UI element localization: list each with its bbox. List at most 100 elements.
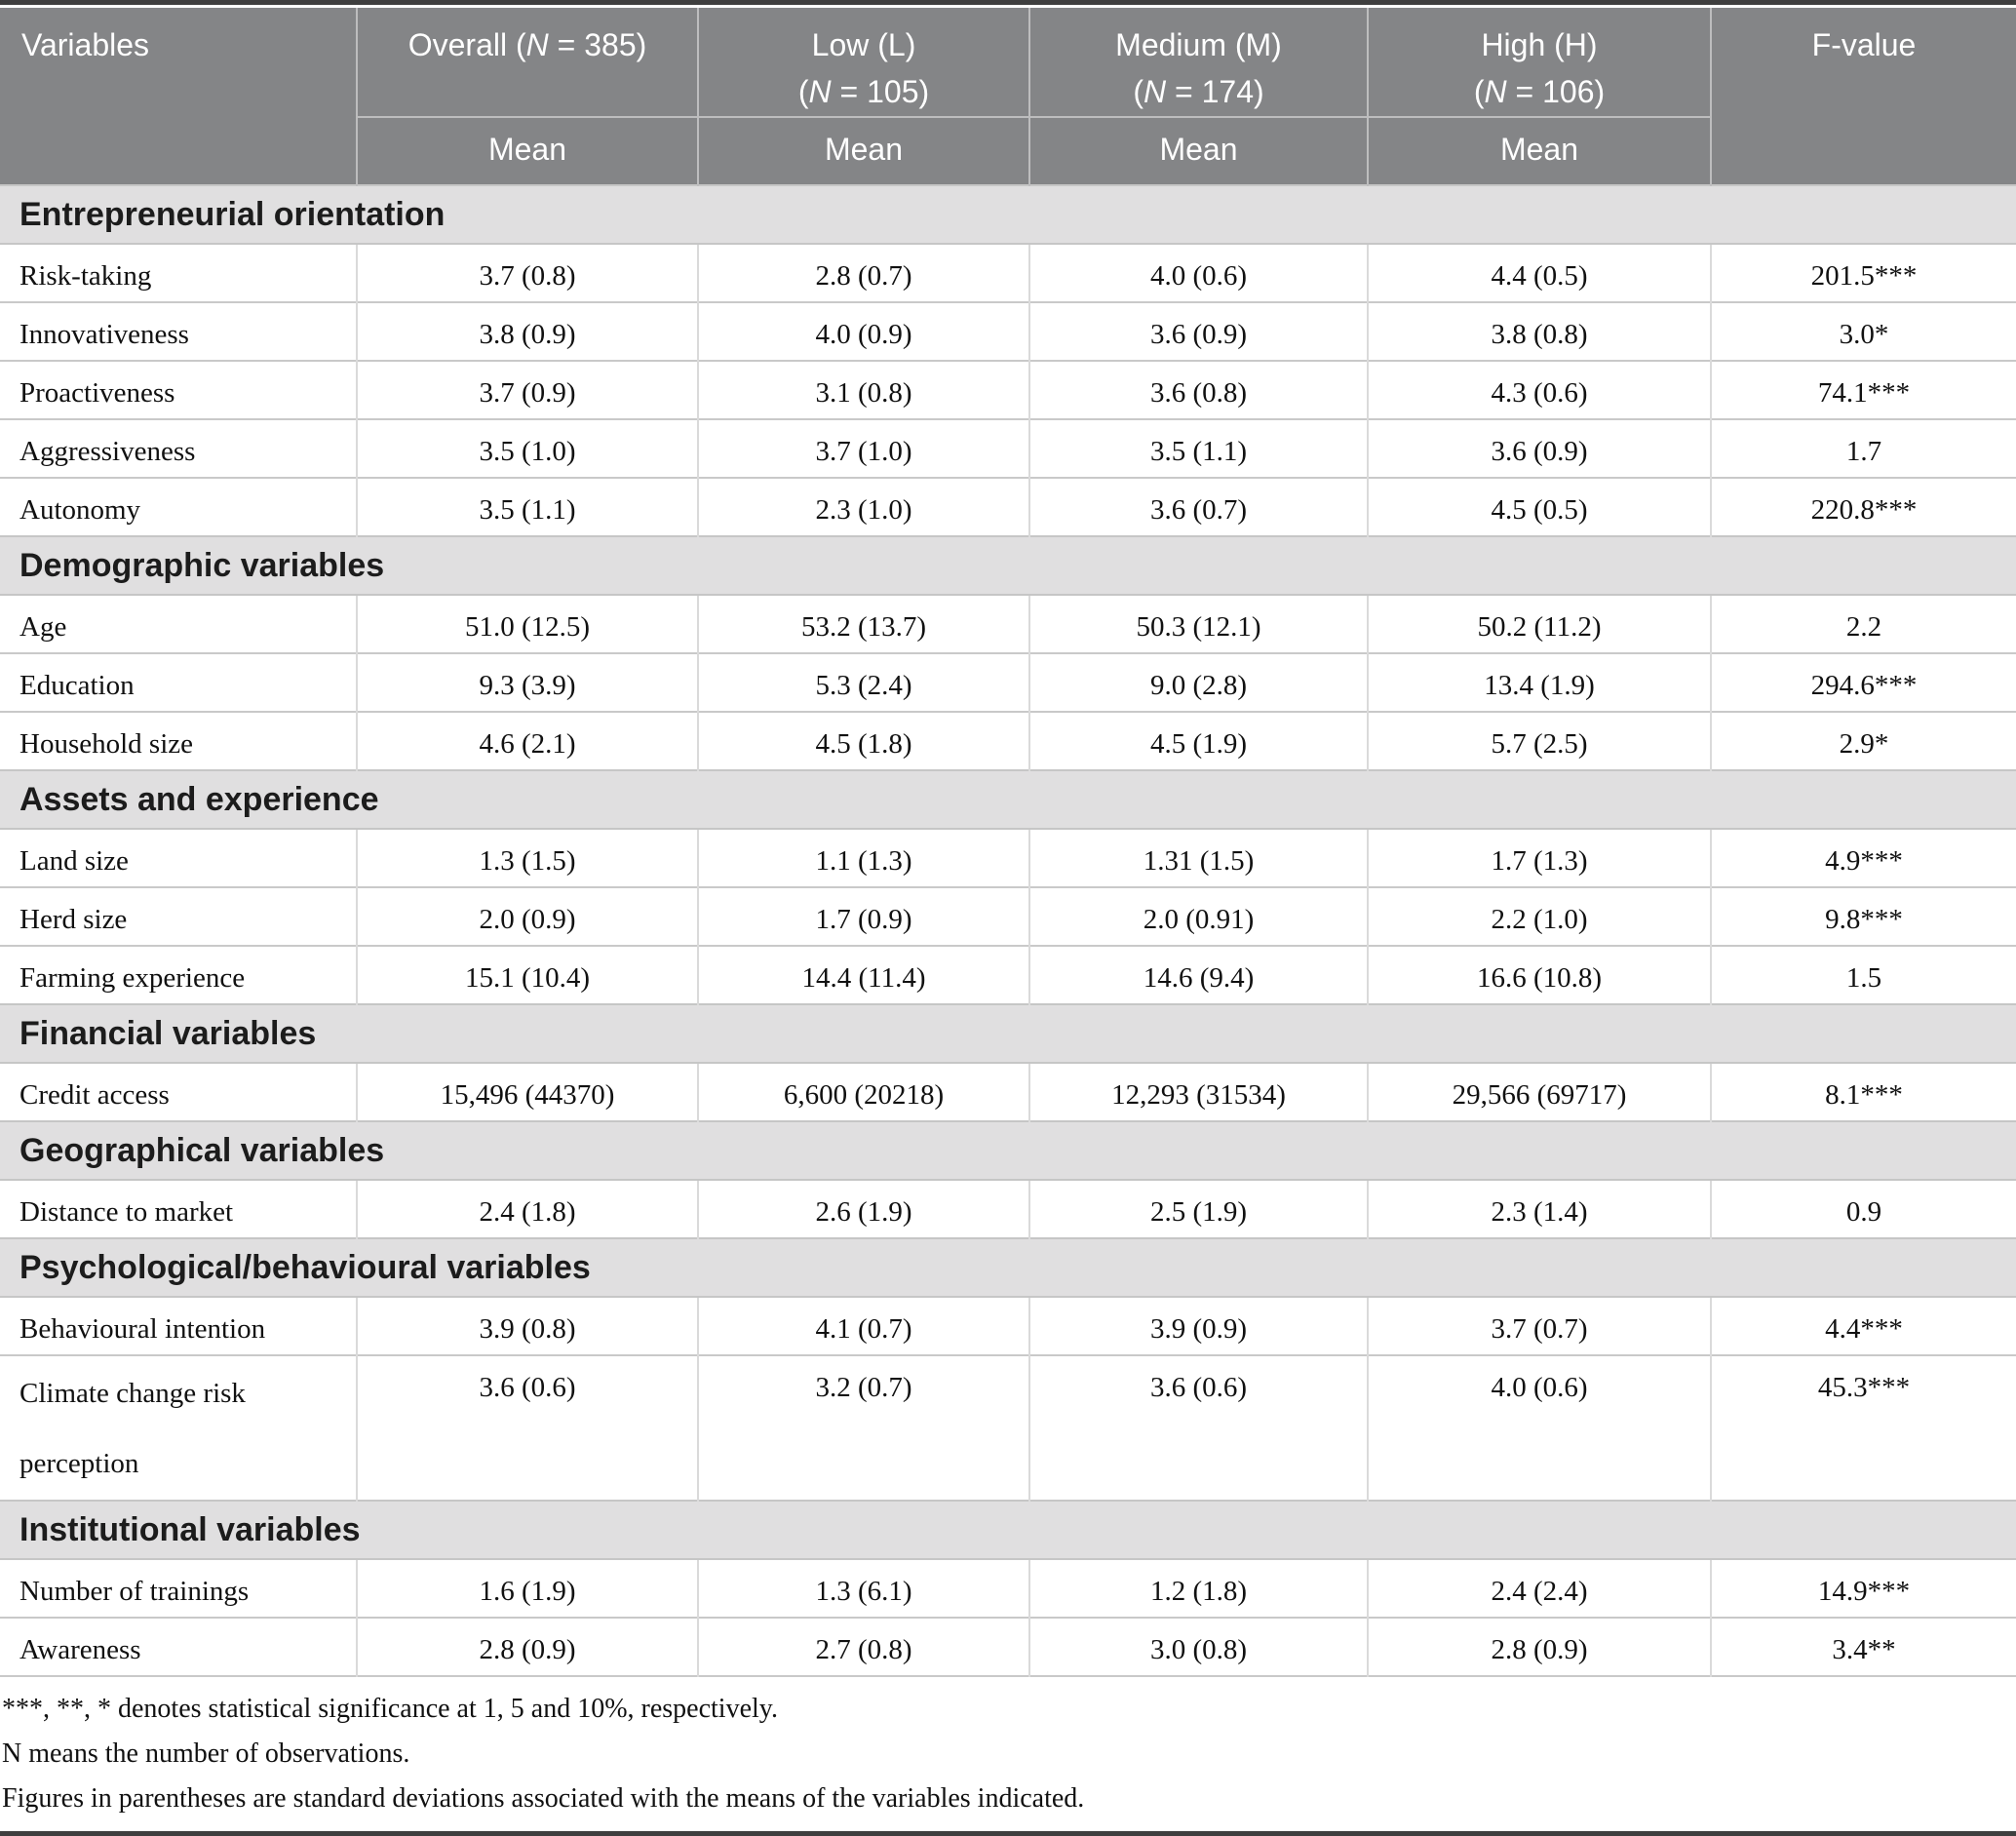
value-high: 4.4 (0.5) — [1367, 243, 1711, 302]
group-header-low: Low (L) (N = 105) — [697, 8, 1029, 117]
value-f: 0.9 — [1710, 1179, 2016, 1238]
n-suffix: = 105) — [831, 74, 930, 109]
group-n-count: (N = 174) — [1031, 68, 1366, 115]
variable-label: Household size — [0, 711, 357, 770]
value-high: 3.6 (0.9) — [1367, 418, 1711, 478]
group-n-count: (N = 105) — [700, 68, 1027, 115]
value-high: 4.5 (0.5) — [1367, 477, 1711, 536]
value-f: 45.3*** — [1710, 1354, 2016, 1501]
group-n-count: Overall (N = 385) — [359, 21, 696, 68]
n-symbol: N — [808, 74, 832, 109]
table-row: Age 51.0 (12.5) 53.2 (13.7) 50.3 (12.1) 50.2… — [0, 594, 2016, 653]
value-medium: 2.5 (1.9) — [1028, 1179, 1368, 1238]
mean-subheader-overall: Mean — [356, 116, 698, 185]
section-header: Financial variables — [0, 1003, 2016, 1064]
value-f: 294.6*** — [1710, 652, 2016, 712]
value-medium: 1.31 (1.5) — [1028, 828, 1368, 887]
variable-label: Risk-taking — [0, 243, 357, 302]
variable-label: Education — [0, 652, 357, 712]
value-medium: 3.6 (0.9) — [1028, 301, 1368, 361]
value-low: 14.4 (11.4) — [697, 945, 1029, 1004]
value-f: 220.8*** — [1710, 477, 2016, 536]
section-band-row: Geographical variables — [0, 1120, 2016, 1181]
value-low: 3.7 (1.0) — [697, 418, 1029, 478]
value-overall: 3.5 (1.0) — [356, 418, 698, 478]
value-high: 3.7 (0.7) — [1367, 1296, 1711, 1355]
value-overall: 2.0 (0.9) — [356, 886, 698, 946]
value-medium: 3.0 (0.8) — [1028, 1617, 1368, 1676]
section-band-row: Demographic variables — [0, 535, 2016, 596]
value-f: 4.4*** — [1710, 1296, 2016, 1355]
value-low: 3.1 (0.8) — [697, 360, 1029, 419]
group-title: High (H) — [1481, 27, 1598, 62]
value-f: 201.5*** — [1710, 243, 2016, 302]
value-overall: 3.8 (0.9) — [356, 301, 698, 361]
variable-label: Credit access — [0, 1062, 357, 1121]
value-overall: 1.3 (1.5) — [356, 828, 698, 887]
table-row: Innovativeness 3.8 (0.9) 4.0 (0.9) 3.6 (0.9… — [0, 301, 2016, 361]
table-row: Risk-taking 3.7 (0.8) 2.8 (0.7) 4.0 (0.6) 4.… — [0, 243, 2016, 302]
section-header: Assets and experience — [0, 769, 2016, 830]
value-overall: 15,496 (44370) — [356, 1062, 698, 1121]
group-title: Medium (M) — [1115, 27, 1282, 62]
value-overall: 4.6 (2.1) — [356, 711, 698, 770]
footnote-line: ***, **, * denotes statistical significa… — [2, 1694, 778, 1724]
figure-top-rule — [0, 0, 2016, 5]
value-overall: 51.0 (12.5) — [356, 594, 698, 653]
value-overall: 2.8 (0.9) — [356, 1617, 698, 1676]
n-symbol: N — [525, 27, 549, 62]
group-header-medium: Medium (M) (N = 174) — [1028, 8, 1368, 117]
footnote-line: N means the number of observations. — [2, 1738, 410, 1769]
variable-label: Aggressiveness — [0, 418, 357, 478]
section-header: Psychological/behavioural variables — [0, 1237, 2016, 1298]
value-overall: 9.3 (3.9) — [356, 652, 698, 712]
value-low: 1.7 (0.9) — [697, 886, 1029, 946]
value-f: 2.2 — [1710, 594, 2016, 653]
value-low: 3.2 (0.7) — [697, 1354, 1029, 1501]
table-row: Climate change risk perception 3.6 (0.6) 3… — [0, 1354, 2016, 1501]
value-medium: 3.6 (0.6) — [1028, 1354, 1368, 1501]
value-overall: 2.4 (1.8) — [356, 1179, 698, 1238]
value-low: 4.1 (0.7) — [697, 1296, 1029, 1355]
value-f: 74.1*** — [1710, 360, 2016, 419]
value-medium: 14.6 (9.4) — [1028, 945, 1368, 1004]
group-header-high: High (H) (N = 106) — [1367, 8, 1711, 117]
value-medium: 3.6 (0.7) — [1028, 477, 1368, 536]
value-high: 2.8 (0.9) — [1367, 1617, 1711, 1676]
n-suffix: = 385) — [548, 27, 647, 62]
value-f: 14.9*** — [1710, 1558, 2016, 1618]
value-f: 4.9*** — [1710, 828, 2016, 887]
value-medium: 50.3 (12.1) — [1028, 594, 1368, 653]
value-high: 2.2 (1.0) — [1367, 886, 1711, 946]
value-medium: 4.5 (1.9) — [1028, 711, 1368, 770]
value-high: 4.0 (0.6) — [1367, 1354, 1711, 1501]
section-band-row: Assets and experience — [0, 769, 2016, 830]
value-overall: 3.6 (0.6) — [356, 1354, 698, 1501]
variables-column-header: Variables — [0, 8, 357, 185]
variable-label: Autonomy — [0, 477, 357, 536]
value-overall: 1.6 (1.9) — [356, 1558, 698, 1618]
table-row: Distance to market 2.4 (1.8) 2.6 (1.9) 2.5 … — [0, 1179, 2016, 1238]
variable-label: Age — [0, 594, 357, 653]
variable-label: Land size — [0, 828, 357, 887]
value-high: 2.3 (1.4) — [1367, 1179, 1711, 1238]
value-low: 6,600 (20218) — [697, 1062, 1029, 1121]
value-medium: 3.6 (0.8) — [1028, 360, 1368, 419]
value-medium: 9.0 (2.8) — [1028, 652, 1368, 712]
value-overall: 3.7 (0.9) — [356, 360, 698, 419]
table-body: Entrepreneurial orientation Risk-taking 3.… — [0, 184, 2016, 1676]
value-overall: 15.1 (10.4) — [356, 945, 698, 1004]
value-medium: 2.0 (0.91) — [1028, 886, 1368, 946]
descriptive-statistics-table: Variables Overall (N = 385) Low (L) (N =… — [0, 8, 2016, 1677]
value-high: 4.3 (0.6) — [1367, 360, 1711, 419]
variable-label: Distance to market — [0, 1179, 357, 1238]
fvalue-column-header: F-value — [1710, 8, 2016, 185]
value-high: 29,566 (69717) — [1367, 1062, 1711, 1121]
value-high: 13.4 (1.9) — [1367, 652, 1711, 712]
table-row: Proactiveness 3.7 (0.9) 3.1 (0.8) 3.6 (0.8)… — [0, 360, 2016, 419]
value-medium: 4.0 (0.6) — [1028, 243, 1368, 302]
value-low: 2.7 (0.8) — [697, 1617, 1029, 1676]
n-symbol: N — [1144, 74, 1167, 109]
table-row: Awareness 2.8 (0.9) 2.7 (0.8) 3.0 (0.8) 2.8 … — [0, 1617, 2016, 1676]
